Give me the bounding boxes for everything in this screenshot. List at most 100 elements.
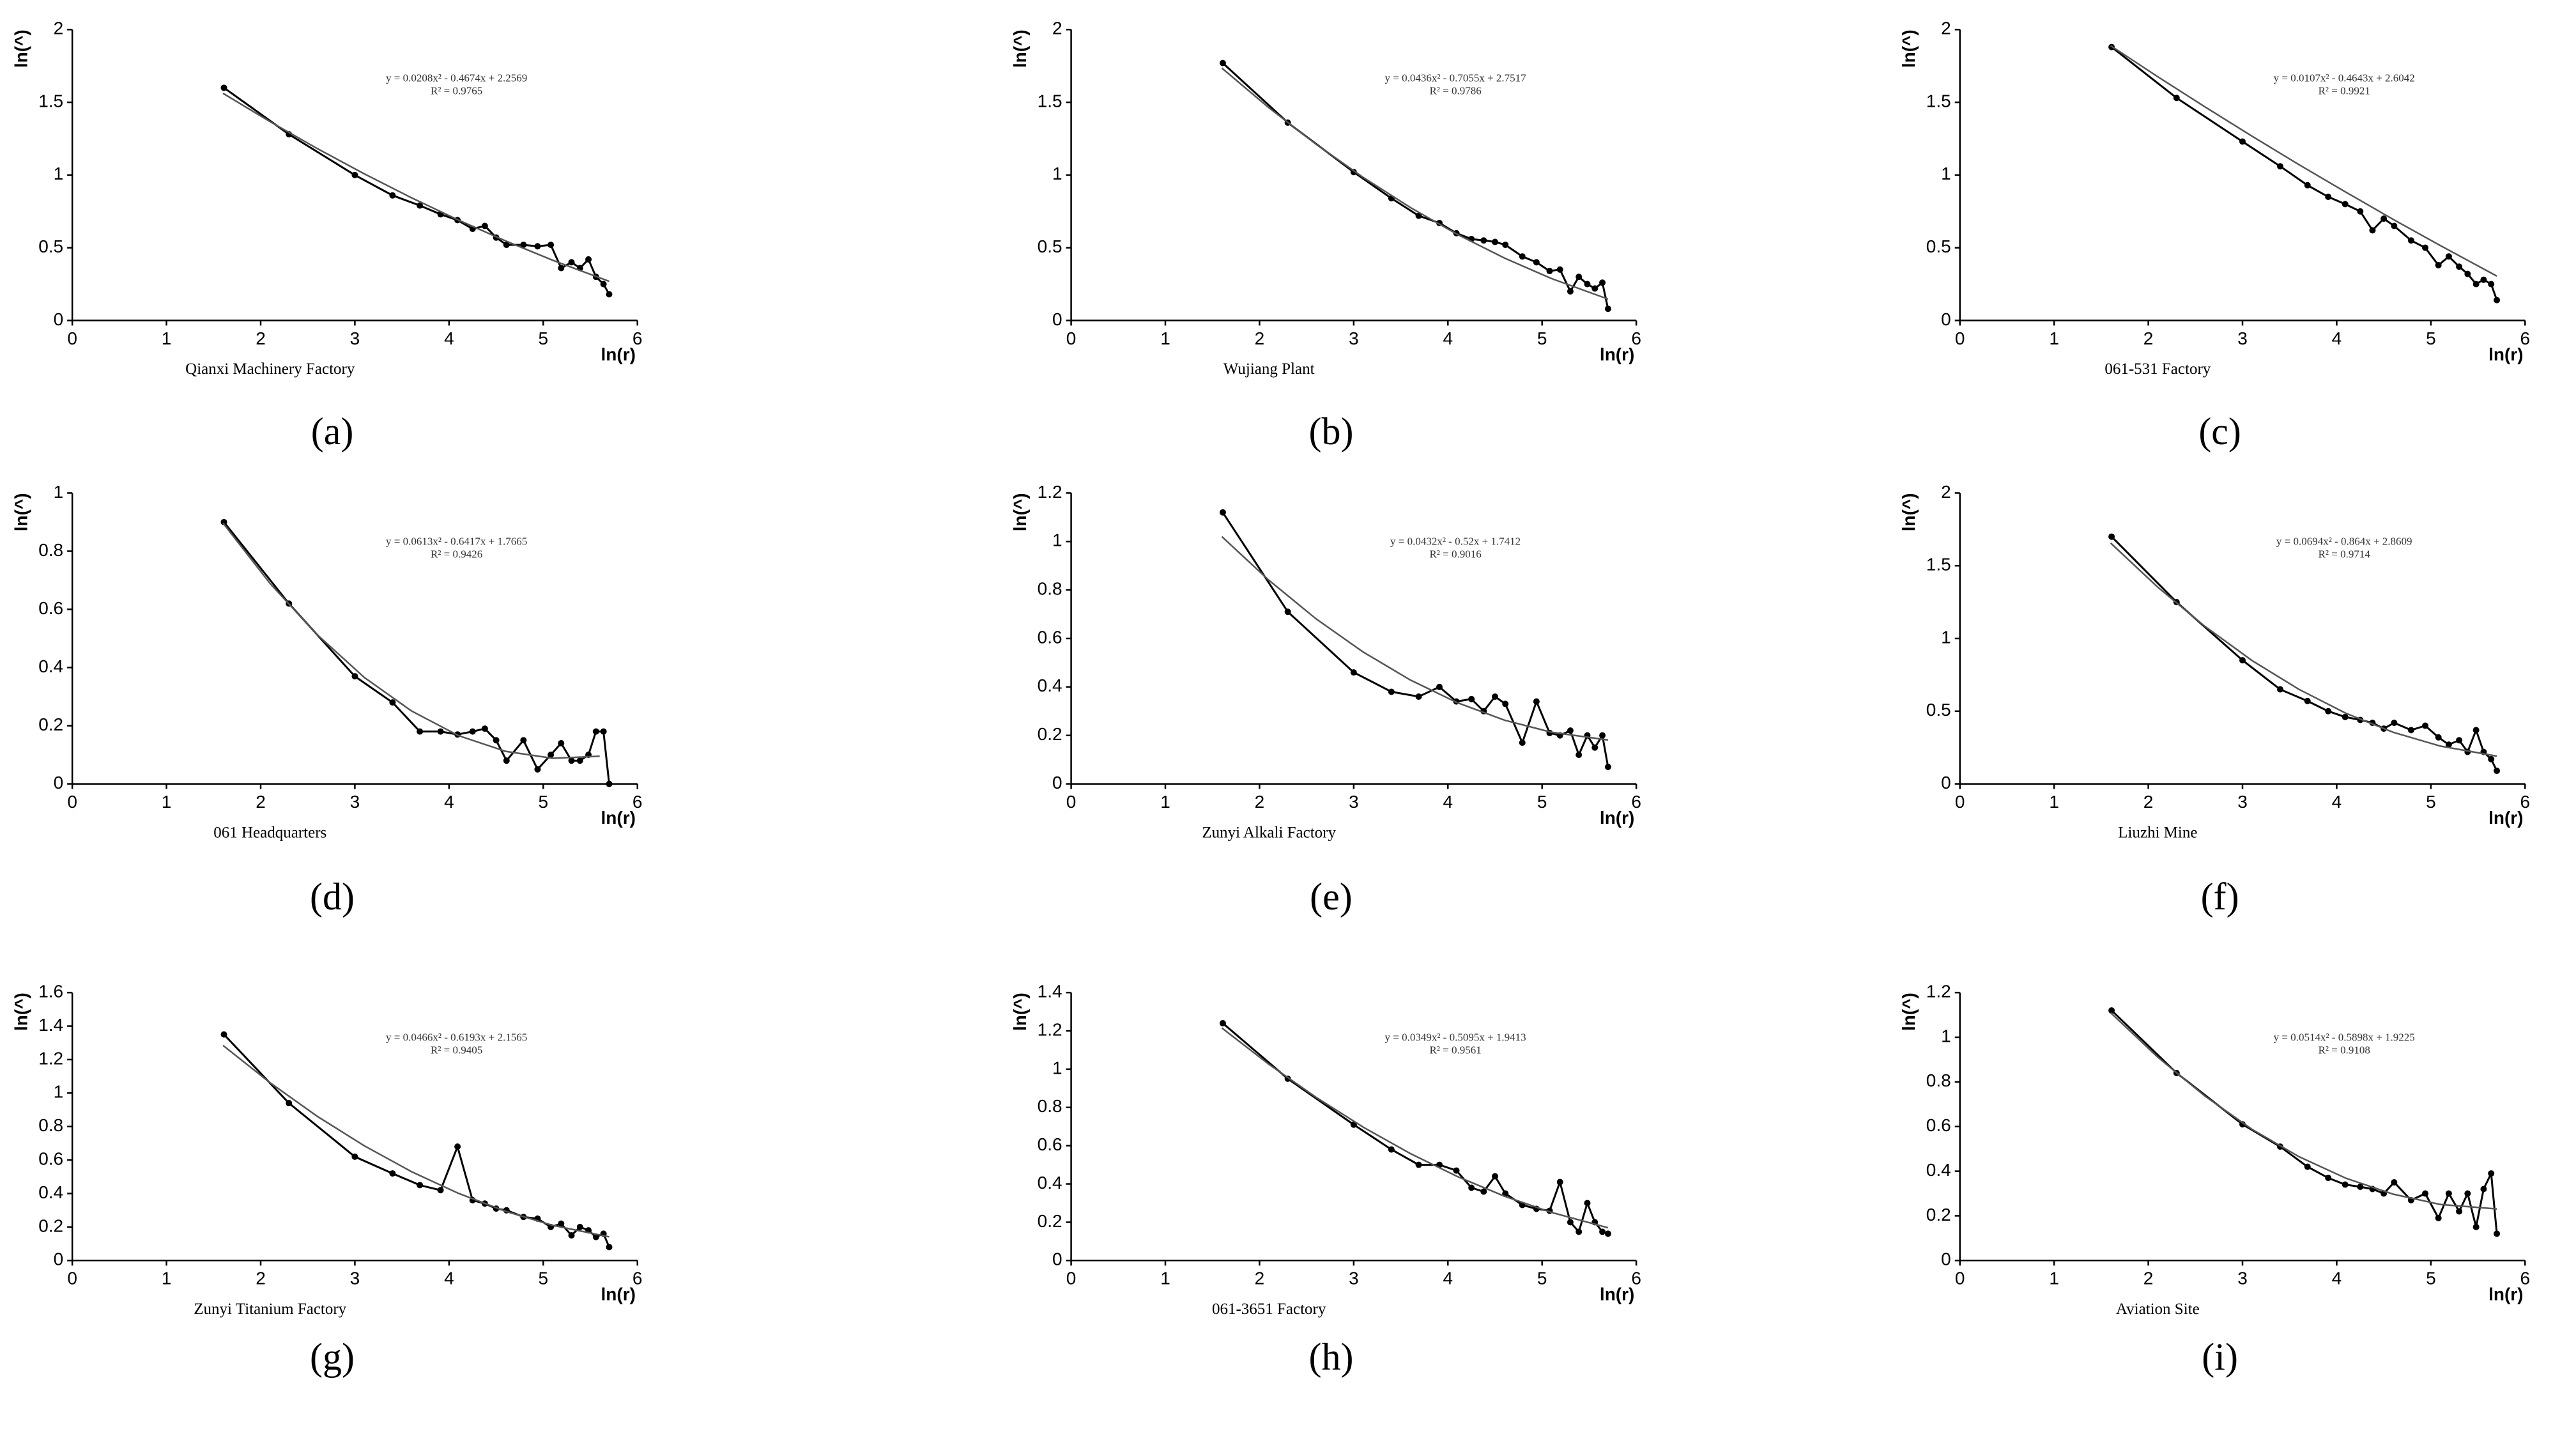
data-point [2380, 215, 2388, 222]
y-axis-label: ln(^) [1899, 493, 1919, 531]
data-point [1591, 285, 1598, 292]
data-point [1468, 1184, 1475, 1191]
y-tick-label: 0.2 [1926, 1205, 1951, 1225]
data-point [558, 265, 565, 272]
x-tick-label: 2 [256, 792, 266, 812]
panel: 0 0.5 1 1.5 2 0 1 2 3 4 5 6 ln(^) ln(r) y = 0.0107x² -… [1899, 19, 2530, 453]
data-point [1584, 281, 1591, 288]
data-point [1219, 509, 1226, 516]
x-tick-label: 3 [350, 328, 360, 348]
x-tick-label: 3 [1349, 328, 1359, 348]
panel: 0 0.2 0.4 0.6 0.8 1 1.2 1.4 1.6 0 1 2 3 4 5 6 ln(^) ln(r)… [12, 982, 643, 1378]
data-point [2108, 533, 2115, 540]
data-point [1468, 695, 1475, 702]
x-axis-label: ln(r) [2488, 344, 2523, 364]
data-point [534, 766, 541, 773]
fit-line [2110, 45, 2497, 277]
x-tick-label: 3 [2237, 792, 2248, 812]
data-point [389, 192, 396, 199]
y-tick-label: 1.5 [1038, 91, 1062, 111]
chart-title: Liuzhi Mine [2118, 824, 2197, 841]
data-point [2422, 244, 2429, 251]
r-squared: R² = 0.9786 [1429, 85, 1481, 97]
data-point [437, 728, 444, 735]
data-point [417, 1182, 424, 1189]
data-line [223, 521, 610, 784]
x-tick-label: 4 [2332, 328, 2342, 348]
y-tick-label: 1 [1941, 627, 1951, 647]
y-tick-label: 0 [1941, 1249, 1951, 1269]
y-tick-label: 1.5 [38, 91, 63, 111]
y-tick-label: 0.6 [38, 1148, 63, 1168]
y-tick-label: 1 [54, 164, 64, 183]
y-tick-label: 0.4 [1038, 1173, 1062, 1193]
x-tick-label: 6 [2520, 792, 2530, 812]
equation: y = 0.0466x² - 0.6193x + 2.1565 [386, 1031, 527, 1043]
data-point [600, 728, 607, 735]
x-tick-label: 1 [162, 1269, 172, 1288]
y-tick-label: 1.4 [1038, 982, 1062, 1001]
y-tick-label: 0.4 [1926, 1160, 1951, 1180]
y-tick-label: 0 [1941, 773, 1951, 792]
data-point [1502, 700, 1509, 707]
data-point [2357, 1184, 2364, 1191]
x-tick-label: 1 [1160, 328, 1170, 348]
x-tick-label: 1 [2049, 328, 2059, 348]
chart-title: 061 Headquarters [213, 824, 326, 841]
x-tick-label: 2 [1255, 792, 1265, 812]
data-point [1567, 1219, 1574, 1226]
chart-title: 061-3651 Factory [1212, 1301, 1326, 1318]
data-point [1436, 683, 1443, 690]
panel-label: (h) [1308, 1336, 1353, 1378]
panel-label: (c) [2198, 410, 2241, 452]
data-line [223, 87, 610, 295]
y-tick-label: 1 [1052, 530, 1062, 550]
data-point [1604, 305, 1611, 313]
data-point [1533, 698, 1540, 705]
data-point [1453, 1167, 1460, 1174]
data-point [220, 1031, 227, 1038]
x-tick-label: 3 [2237, 328, 2248, 348]
x-tick-label: 5 [538, 1269, 548, 1288]
y-tick-label: 1.2 [1038, 1019, 1062, 1039]
x-tick-label: 6 [1631, 792, 1641, 812]
data-point [493, 737, 500, 744]
y-tick-label: 0.2 [1038, 724, 1062, 744]
data-point [2173, 95, 2180, 102]
x-tick-label: 2 [1255, 1269, 1265, 1288]
data-point [558, 1220, 565, 1227]
data-point [2304, 697, 2311, 704]
data-point [2391, 1179, 2398, 1186]
x-tick-label: 0 [67, 328, 77, 348]
data-point [2342, 201, 2349, 208]
fit-line [222, 522, 600, 759]
data-point [2407, 727, 2414, 734]
data-point [1556, 1178, 1563, 1186]
data-point [2488, 755, 2495, 762]
y-tick-label: 0.5 [1926, 700, 1951, 720]
panel: 0 0.5 1 1.5 2 0 1 2 3 4 5 6 ln(^) ln(r) y = 0.0208x² -… [12, 19, 643, 453]
panel-label: (d) [310, 876, 355, 918]
data-point [2422, 1190, 2429, 1197]
x-tick-label: 0 [1955, 328, 1965, 348]
x-tick-label: 0 [1066, 1269, 1077, 1288]
data-point [2369, 227, 2376, 234]
data-point [2325, 1175, 2332, 1182]
data-point [2239, 138, 2246, 145]
x-tick-label: 0 [67, 1269, 77, 1288]
y-tick-label: 0.4 [38, 656, 63, 676]
panel: 0 0.5 1 1.5 2 0 1 2 3 4 5 6 ln(^) ln(r) y = 0.0694x² -… [1899, 482, 2530, 918]
data-point [1599, 279, 1606, 286]
y-tick-label: 1.5 [1926, 555, 1951, 575]
data-point [2407, 237, 2414, 244]
data-point [437, 1187, 444, 1194]
equation: y = 0.0694x² - 0.864x + 2.8609 [2276, 536, 2412, 548]
x-tick-label: 5 [2426, 328, 2436, 348]
y-tick-label: 0.6 [1926, 1115, 1951, 1135]
panel: 0 0.2 0.4 0.6 0.8 1 0 1 2 3 4 5 6 ln(^) ln(r) y = 0.061… [12, 482, 643, 918]
data-point [520, 737, 527, 744]
data-point [2445, 741, 2452, 748]
panel-label: (g) [310, 1336, 355, 1378]
data-point [503, 757, 510, 764]
